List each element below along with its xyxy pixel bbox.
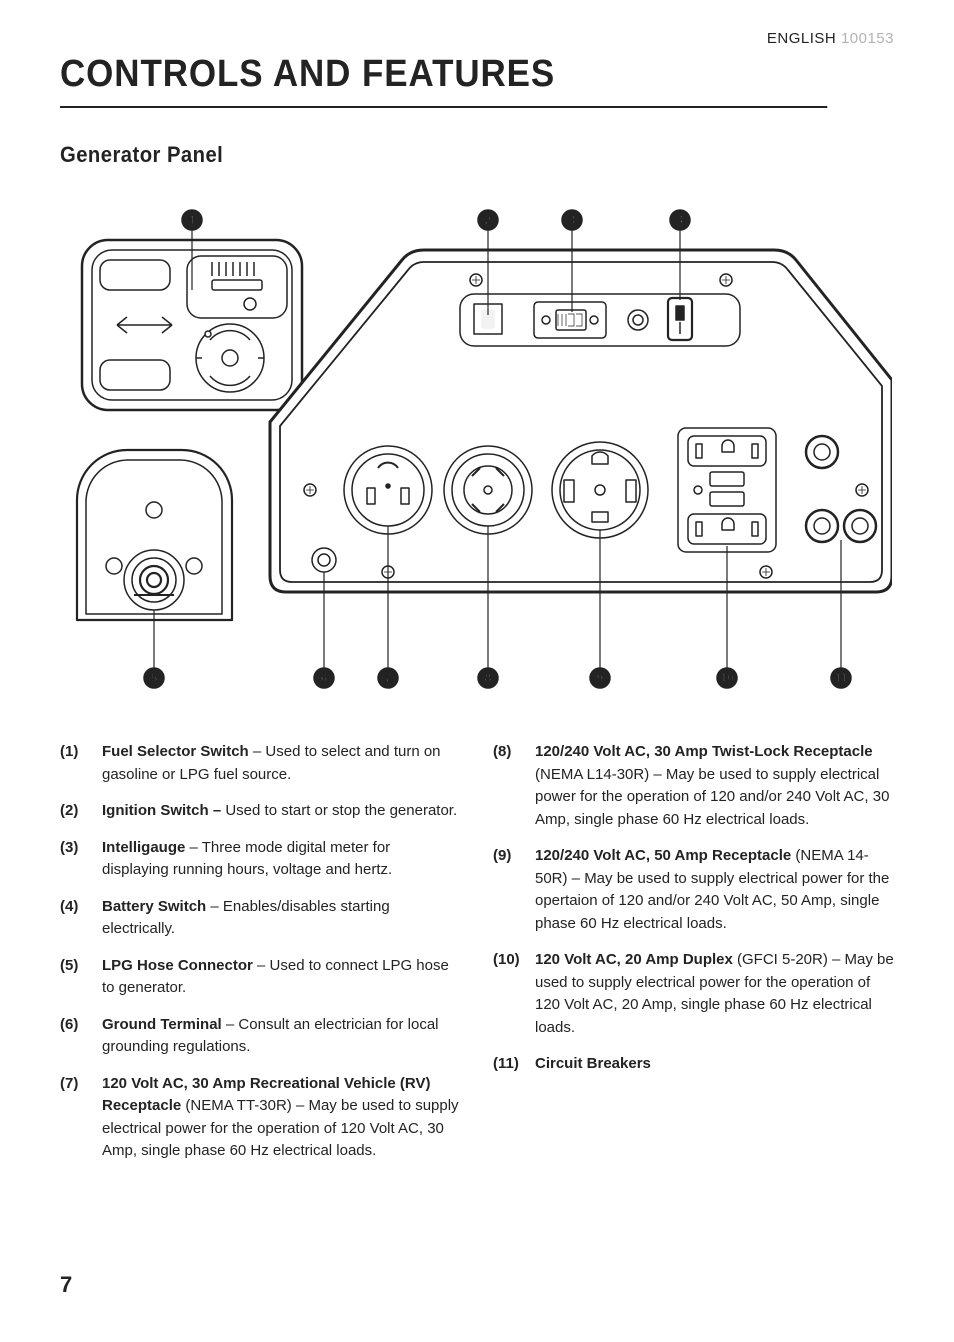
item-body: 120/240 Volt AC, 50 Amp Receptacle (NEMA…	[535, 845, 894, 935]
list-item: (6) Ground Terminal – Consult an electri…	[60, 1014, 461, 1059]
item-number: (3)	[60, 837, 102, 882]
item-number: (1)	[60, 741, 102, 786]
main-panel	[270, 250, 892, 592]
feature-list: (1) Fuel Selector Switch – Used to selec…	[60, 741, 894, 1177]
list-item: (3) Intelligauge – Three mode digital me…	[60, 837, 461, 882]
item-body: Ground Terminal – Consult an electrician…	[102, 1014, 461, 1059]
item-number: (8)	[493, 741, 535, 831]
header-model: 100153	[841, 30, 894, 47]
item-body: Ignition Switch – Used to start or stop …	[102, 800, 461, 823]
callout-4: 4	[677, 213, 684, 227]
list-item: (2) Ignition Switch – Used to start or s…	[60, 800, 461, 823]
list-item: (5) LPG Hose Connector – Used to connect…	[60, 955, 461, 1000]
callout-10: 10	[720, 671, 734, 685]
callout-2: 2	[485, 213, 492, 227]
item-body: Circuit Breakers	[535, 1053, 894, 1076]
page-title: CONTROLS AND FEATURES	[60, 53, 827, 108]
item-number: (6)	[60, 1014, 102, 1059]
callout-6: 6	[321, 671, 328, 685]
item-body: 120 Volt AC, 20 Amp Duplex (GFCI 5-20R) …	[535, 949, 894, 1039]
item-number: (5)	[60, 955, 102, 1000]
diagram-svg: 1 2 3 4 5 6 7 8 9 10 11	[62, 190, 892, 690]
list-item: (7) 120 Volt AC, 30 Amp Recreational Veh…	[60, 1073, 461, 1163]
left-column: (1) Fuel Selector Switch – Used to selec…	[60, 741, 461, 1177]
header-language: ENGLISH	[767, 30, 836, 47]
list-item: (9) 120/240 Volt AC, 50 Amp Receptacle (…	[493, 845, 894, 935]
right-column: (8) 120/240 Volt AC, 30 Amp Twist-Lock R…	[493, 741, 894, 1177]
generator-panel-diagram: 1 2 3 4 5 6 7 8 9 10 11	[60, 190, 894, 695]
list-item: (11) Circuit Breakers	[493, 1053, 894, 1076]
item-body: Battery Switch – Enables/disables starti…	[102, 896, 461, 941]
item-number: (4)	[60, 896, 102, 941]
item-number: (2)	[60, 800, 102, 823]
callout-9: 9	[597, 671, 604, 685]
list-item: (4) Battery Switch – Enables/disables st…	[60, 896, 461, 941]
item-number: (10)	[493, 949, 535, 1039]
callout-7: 7	[385, 671, 392, 685]
item-number: (9)	[493, 845, 535, 935]
callout-5: 5	[151, 671, 158, 685]
callout-3: 3	[569, 213, 576, 227]
list-item: (8) 120/240 Volt AC, 30 Amp Twist-Lock R…	[493, 741, 894, 831]
callout-11: 11	[835, 671, 848, 685]
list-item: (10) 120 Volt AC, 20 Amp Duplex (GFCI 5-…	[493, 949, 894, 1039]
item-number: (7)	[60, 1073, 102, 1163]
header-right: ENGLISH 100153	[60, 30, 894, 47]
callout-8: 8	[485, 671, 492, 685]
lpg-connector-module	[77, 450, 232, 620]
callout-1: 1	[189, 213, 196, 227]
page-number: 7	[60, 1272, 72, 1298]
item-body: 120/240 Volt AC, 30 Amp Twist-Lock Recep…	[535, 741, 894, 831]
item-number: (11)	[493, 1053, 535, 1076]
list-item: (1) Fuel Selector Switch – Used to selec…	[60, 741, 461, 786]
item-body: Intelligauge – Three mode digital meter …	[102, 837, 461, 882]
section-title: Generator Panel	[60, 142, 827, 168]
item-body: 120 Volt AC, 30 Amp Recreational Vehicle…	[102, 1073, 461, 1163]
item-body: LPG Hose Connector – Used to connect LPG…	[102, 955, 461, 1000]
item-body: Fuel Selector Switch – Used to select an…	[102, 741, 461, 786]
